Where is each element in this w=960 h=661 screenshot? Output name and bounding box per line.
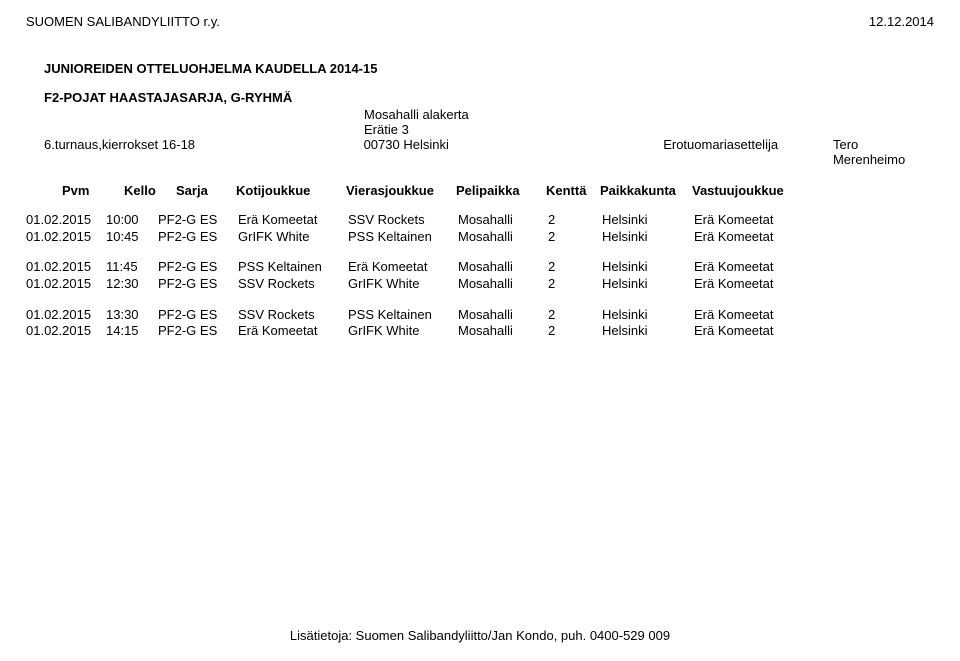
venue-block: Mosahalli alakerta Erätie 3 6.turnaus,ki… [44,107,934,167]
cell-vastuu: Erä Komeetat [694,307,774,324]
schedule-title: JUNIOREIDEN OTTELUOHJELMA KAUDELLA 2014-… [44,61,934,76]
match-group: 01.02.201510:00PF2-G ESErä KomeetatSSV R… [26,212,934,245]
cell-pvm: 01.02.2015 [26,276,106,293]
cell-peli: Mosahalli [458,259,548,276]
cell-pvm: 01.02.2015 [26,229,106,246]
cell-pvm: 01.02.2015 [26,259,106,276]
cell-vieras: PSS Keltainen [348,307,458,324]
match-group: 01.02.201513:30PF2-G ESSSV RocketsPSS Ke… [26,307,934,340]
cell-vastuu: Erä Komeetat [694,276,774,293]
cell-koti: SSV Rockets [238,276,348,293]
tournament-row: 6.turnaus,kierrokset 16-18 00730 Helsink… [44,137,934,167]
col-kello: Kello [124,183,176,198]
cell-kello: 13:30 [106,307,158,324]
cell-vieras: PSS Keltainen [348,229,458,246]
cell-kentta: 2 [548,212,602,229]
cell-koti: SSV Rockets [238,307,348,324]
table-row: 01.02.201513:30PF2-G ESSSV RocketsPSS Ke… [26,307,934,324]
col-paikka: Paikkakunta [600,183,692,198]
cell-paikka: Helsinki [602,229,694,246]
cell-vieras: GrIFK White [348,276,458,293]
cell-sarja: PF2-G ES [158,229,238,246]
cell-peli: Mosahalli [458,323,548,340]
cell-pvm: 01.02.2015 [26,307,106,324]
table-row: 01.02.201514:15PF2-G ESErä KomeetatGrIFK… [26,323,934,340]
table-row: 01.02.201510:45PF2-G ESGrIFK WhitePSS Ke… [26,229,934,246]
cell-vieras: Erä Komeetat [348,259,458,276]
cell-kello: 11:45 [106,259,158,276]
cell-vastuu: Erä Komeetat [694,259,774,276]
col-sarja: Sarja [176,183,236,198]
cell-koti: Erä Komeetat [238,212,348,229]
cell-kentta: 2 [548,276,602,293]
org-name: SUOMEN SALIBANDYLIITTO r.y. [26,14,220,29]
cell-kentta: 2 [548,229,602,246]
cell-peli: Mosahalli [458,212,548,229]
referee-role: Erotuomariasettelija [663,137,833,167]
cell-vieras: GrIFK White [348,323,458,340]
cell-vieras: SSV Rockets [348,212,458,229]
footer: Lisätietoja: Suomen Salibandyliitto/Jan … [0,628,960,643]
table-row: 01.02.201511:45PF2-G ESPSS KeltainenErä … [26,259,934,276]
cell-sarja: PF2-G ES [158,259,238,276]
cell-paikka: Helsinki [602,323,694,340]
match-group: 01.02.201511:45PF2-G ESPSS KeltainenErä … [26,259,934,292]
cell-vastuu: Erä Komeetat [694,229,774,246]
header-row: SUOMEN SALIBANDYLIITTO r.y. 12.12.2014 [26,14,934,29]
cell-kello: 10:45 [106,229,158,246]
table-row: 01.02.201512:30PF2-G ESSSV RocketsGrIFK … [26,276,934,293]
footer-text: Lisätietoja: Suomen Salibandyliitto/Jan … [290,628,670,643]
venue-city: 00730 Helsinki [364,137,664,167]
referee-name: Tero Merenheimo [833,137,934,167]
cell-paikka: Helsinki [602,276,694,293]
titles-block: JUNIOREIDEN OTTELUOHJELMA KAUDELLA 2014-… [26,61,934,198]
cell-kello: 14:15 [106,323,158,340]
col-vieras: Vierasjoukkue [346,183,456,198]
cell-kello: 12:30 [106,276,158,293]
data-block: 01.02.201510:00PF2-G ESErä KomeetatSSV R… [26,212,934,340]
col-kentta: Kenttä [546,183,600,198]
cell-sarja: PF2-G ES [158,276,238,293]
col-vastuu: Vastuujoukkue [692,183,784,198]
cell-peli: Mosahalli [458,229,548,246]
cell-peli: Mosahalli [458,307,548,324]
table-row: 01.02.201510:00PF2-G ESErä KomeetatSSV R… [26,212,934,229]
doc-date: 12.12.2014 [869,14,934,29]
tournament-label: 6.turnaus,kierrokset 16-18 [44,137,364,167]
cell-paikka: Helsinki [602,259,694,276]
venue-name: Mosahalli alakerta [364,107,934,122]
cell-koti: GrIFK White [238,229,348,246]
cell-koti: PSS Keltainen [238,259,348,276]
cell-kello: 10:00 [106,212,158,229]
venue-address: Erätie 3 [364,122,934,137]
cell-kentta: 2 [548,307,602,324]
cell-vastuu: Erä Komeetat [694,323,774,340]
col-koti: Kotijoukkue [236,183,346,198]
cell-sarja: PF2-G ES [158,307,238,324]
cell-pvm: 01.02.2015 [26,323,106,340]
cell-koti: Erä Komeetat [238,323,348,340]
col-pvm: Pvm [62,183,124,198]
cell-paikka: Helsinki [602,307,694,324]
cell-sarja: PF2-G ES [158,212,238,229]
table-header: Pvm Kello Sarja Kotijoukkue Vierasjoukku… [44,183,934,198]
page: SUOMEN SALIBANDYLIITTO r.y. 12.12.2014 J… [0,0,960,661]
cell-paikka: Helsinki [602,212,694,229]
cell-vastuu: Erä Komeetat [694,212,774,229]
series-title: F2-POJAT HAASTAJASARJA, G-RYHMÄ [44,90,934,105]
cell-kentta: 2 [548,259,602,276]
cell-kentta: 2 [548,323,602,340]
col-peli: Pelipaikka [456,183,546,198]
cell-peli: Mosahalli [458,276,548,293]
cell-sarja: PF2-G ES [158,323,238,340]
cell-pvm: 01.02.2015 [26,212,106,229]
